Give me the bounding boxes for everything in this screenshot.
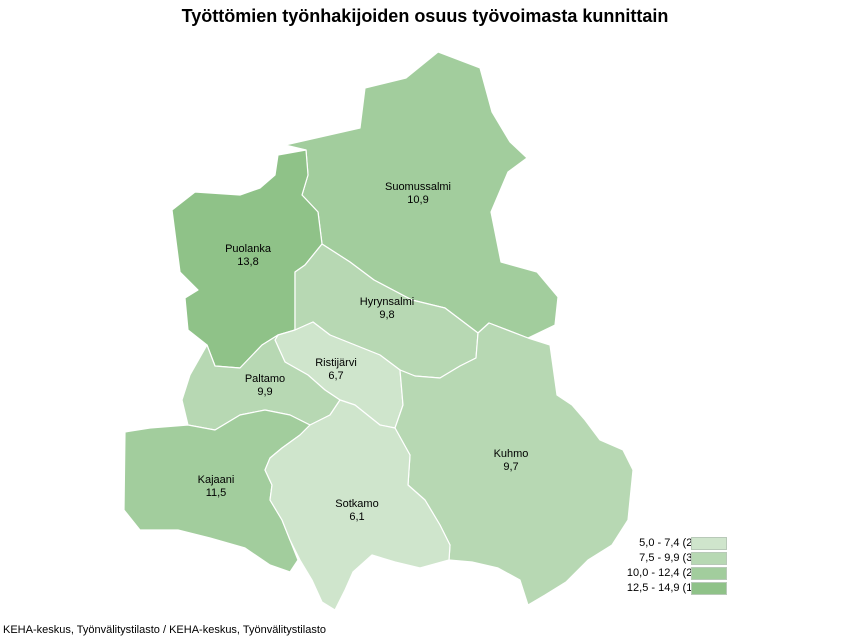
legend-label: 12,5 - 14,9 (1) bbox=[626, 582, 696, 594]
municipality-shapes bbox=[123, 51, 634, 611]
legend-row: 7,5 - 9,9 (3) bbox=[600, 551, 740, 566]
legend-label: 10,0 - 12,4 (2) bbox=[626, 567, 696, 579]
label-value-kajaani: 11,5 bbox=[206, 487, 227, 499]
region-sotkamo[interactable] bbox=[264, 399, 451, 611]
legend-row: 10,0 - 12,4 (2) bbox=[600, 566, 740, 581]
map-title: Työttömien työnhakijoiden osuus työvoima… bbox=[181, 6, 669, 26]
legend-label: 7,5 - 9,9 (3) bbox=[639, 552, 696, 564]
label-name-sotkamo: Sotkamo bbox=[335, 498, 378, 510]
label-name-kajaani: Kajaani bbox=[198, 474, 235, 486]
label-name-paltamo: Paltamo bbox=[245, 373, 285, 385]
label-value-sotkamo: 6,1 bbox=[349, 511, 364, 523]
source-note: KEHA-keskus, Työnvälitystilasto / KEHA-k… bbox=[3, 624, 326, 636]
label-value-paltamo: 9,9 bbox=[257, 386, 272, 398]
legend-swatch bbox=[691, 537, 727, 550]
label-value-suomussalmi: 10,9 bbox=[407, 194, 428, 206]
region-kuhmo[interactable] bbox=[394, 322, 634, 606]
label-name-puolanka: Puolanka bbox=[225, 243, 272, 255]
label-name-ristijarvi: Ristijärvi bbox=[315, 357, 357, 369]
label-value-kuhmo: 9,7 bbox=[503, 461, 518, 473]
municipality-labels: Suomussalmi 10,9 Puolanka 13,8 Hyrynsalm… bbox=[198, 181, 529, 523]
label-value-hyrynsalmi: 9,8 bbox=[379, 309, 394, 321]
label-name-suomussalmi: Suomussalmi bbox=[385, 181, 451, 193]
legend-row: 12,5 - 14,9 (1) bbox=[600, 581, 740, 596]
map-legend: 5,0 - 7,4 (2) 7,5 - 9,9 (3) 10,0 - 12,4 … bbox=[600, 536, 740, 596]
legend-swatch bbox=[691, 567, 727, 580]
legend-row: 5,0 - 7,4 (2) bbox=[600, 536, 740, 551]
label-name-kuhmo: Kuhmo bbox=[494, 448, 529, 460]
legend-label: 5,0 - 7,4 (2) bbox=[639, 537, 696, 549]
legend-swatch bbox=[691, 582, 727, 595]
label-value-ristijarvi: 6,7 bbox=[328, 370, 343, 382]
label-name-hyrynsalmi: Hyrynsalmi bbox=[360, 296, 414, 308]
legend-swatch bbox=[691, 552, 727, 565]
label-value-puolanka: 13,8 bbox=[237, 256, 258, 268]
